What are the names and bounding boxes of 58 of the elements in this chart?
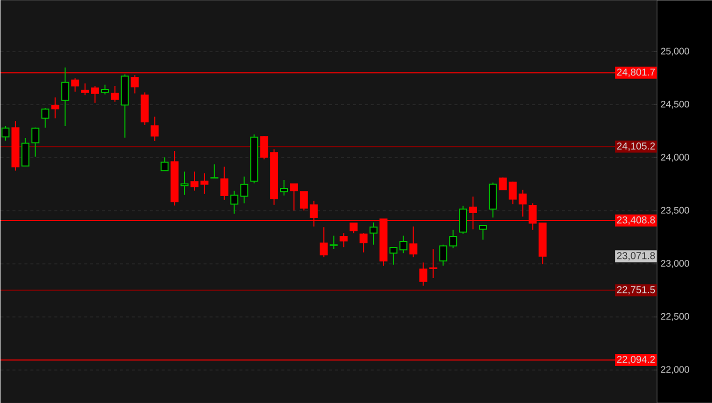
candlestick (61, 66, 70, 127)
candlestick (360, 232, 368, 253)
candlestick (290, 183, 298, 211)
candlestick (518, 189, 527, 218)
candlestick (51, 96, 60, 119)
y-tick-label: 22,500 (661, 313, 690, 321)
candlestick (220, 166, 228, 200)
candlestick (71, 78, 80, 92)
candlestick (31, 126, 40, 158)
candlestick (41, 107, 50, 128)
candlestick (120, 74, 129, 138)
candlestick (210, 164, 218, 179)
candlestick (130, 74, 139, 94)
candlestick (81, 82, 90, 96)
candlestick (260, 135, 268, 160)
candlestick (439, 244, 448, 266)
candlestick (399, 235, 408, 254)
candlestick (498, 176, 507, 191)
candlestick (180, 171, 189, 196)
candlestick (320, 226, 328, 258)
candlestick (370, 222, 378, 246)
candlestick (100, 84, 109, 95)
y-tick-label: 24,500 (661, 100, 690, 109)
candlestick (150, 116, 159, 142)
candlestick (508, 181, 517, 205)
candlestick (488, 182, 497, 218)
candlestick (250, 134, 258, 184)
candlestick (389, 246, 398, 266)
candlestick (300, 190, 308, 211)
candlestick (280, 179, 288, 196)
ref-line-label: 22,094.2 (617, 356, 655, 364)
y-tick-label: 24,000 (661, 154, 690, 162)
candlestick (170, 150, 179, 206)
candlestick (449, 229, 458, 249)
annotation: 23,071.8 (617, 252, 655, 260)
candlestick (21, 137, 30, 166)
candlestick (91, 86, 99, 104)
candlestick (140, 92, 149, 126)
candlestick (1, 125, 10, 142)
candlestick (459, 205, 468, 234)
candlestick (340, 232, 348, 248)
candlestick (110, 86, 119, 102)
ref-line-label: 24,801.7 (617, 68, 655, 77)
ref-line-label: 23,408.8 (617, 216, 655, 225)
ref-line-label: 24,105.2 (617, 142, 655, 151)
y-tick-label: 23,500 (661, 206, 690, 215)
y-tick-label: 25,000 (661, 48, 690, 56)
candlestick (270, 148, 278, 206)
y-tick-label: 23,000 (661, 260, 690, 268)
candlestick (160, 156, 169, 172)
candlestick (200, 172, 208, 194)
candlestick (409, 226, 418, 258)
y-tick-label: 22,000 (661, 366, 690, 374)
candlestick (11, 120, 20, 172)
ref-line-label: 22,751.5 (617, 286, 655, 294)
candlestick (478, 224, 487, 240)
candlestick (330, 235, 338, 250)
candlestick (190, 171, 198, 192)
